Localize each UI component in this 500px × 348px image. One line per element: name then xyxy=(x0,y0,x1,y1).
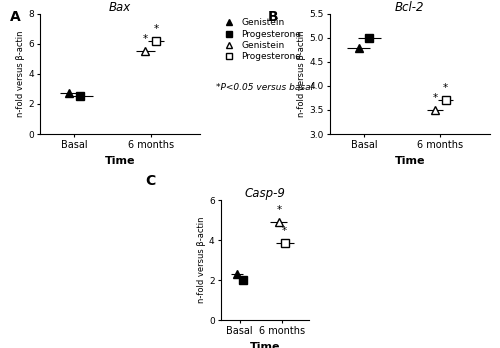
Text: *P<0.05 versus basal: *P<0.05 versus basal xyxy=(216,83,313,92)
Text: A: A xyxy=(10,10,21,24)
Text: *: * xyxy=(443,83,448,93)
Y-axis label: n-fold versus β-actin: n-fold versus β-actin xyxy=(297,31,306,117)
Text: *: * xyxy=(143,34,148,44)
Title: Casp-9: Casp-9 xyxy=(244,187,286,200)
Text: *: * xyxy=(432,93,438,103)
Y-axis label: n-fold versus β-actin: n-fold versus β-actin xyxy=(16,31,25,117)
Text: C: C xyxy=(145,174,155,188)
X-axis label: Time: Time xyxy=(394,156,425,166)
Title: Bax: Bax xyxy=(109,1,132,14)
Text: *: * xyxy=(276,205,281,215)
Legend: Genistein, Progesterone, Genistein, Progesterone: Genistein, Progesterone, Genistein, Prog… xyxy=(220,18,301,61)
Text: B: B xyxy=(268,10,278,24)
Text: *: * xyxy=(282,226,288,236)
X-axis label: Time: Time xyxy=(250,342,280,348)
Text: *: * xyxy=(154,24,158,34)
X-axis label: Time: Time xyxy=(105,156,136,166)
Y-axis label: n-fold versus β-actin: n-fold versus β-actin xyxy=(197,217,206,303)
Title: Bcl-2: Bcl-2 xyxy=(395,1,424,14)
